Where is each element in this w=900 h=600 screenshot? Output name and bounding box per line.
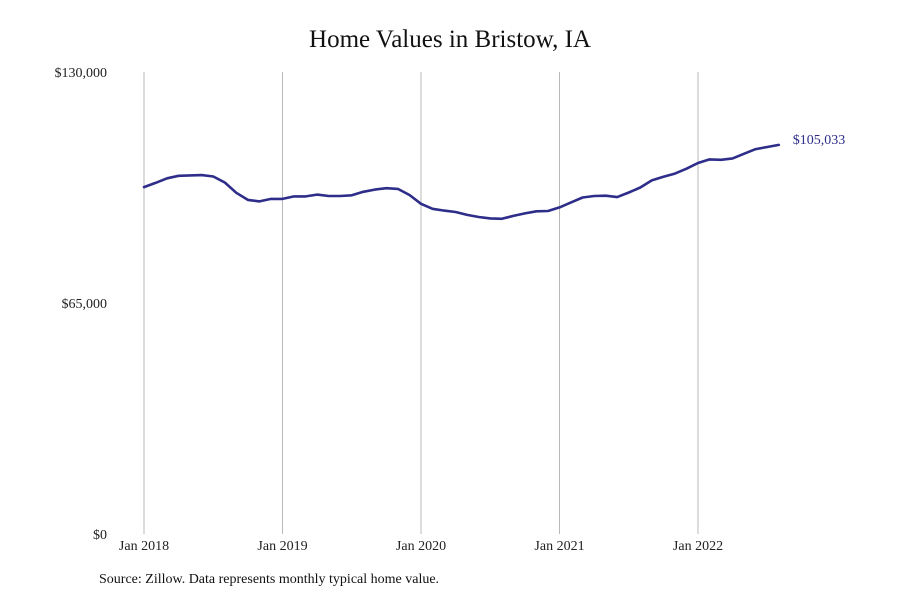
gridlines <box>143 72 699 534</box>
end-value-label: $105,033 <box>793 133 846 148</box>
y-tick-label: $65,000 <box>62 297 108 312</box>
end-label-group: $105,033 <box>793 133 846 148</box>
x-tick-label: Jan 2022 <box>673 539 723 554</box>
y-tick-label: $130,000 <box>55 66 108 81</box>
source-note: Source: Zillow. Data represents monthly … <box>99 572 440 587</box>
series-line <box>142 143 781 221</box>
x-tick-label: Jan 2020 <box>396 539 446 554</box>
x-tick-label: Jan 2021 <box>534 539 584 554</box>
y-tick-label: $0 <box>93 528 107 543</box>
x-tick-label: Jan 2018 <box>119 539 169 554</box>
y-axis-ticks: $130,000 $65,000 $0 <box>55 66 108 543</box>
x-tick-label: Jan 2019 <box>257 539 307 554</box>
chart-title: Home Values in Bristow, IA <box>309 26 591 53</box>
x-axis-ticks: Jan 2018 Jan 2019 Jan 2020 Jan 2021 Jan 2022 <box>119 539 723 554</box>
series-line-group <box>142 143 781 221</box>
